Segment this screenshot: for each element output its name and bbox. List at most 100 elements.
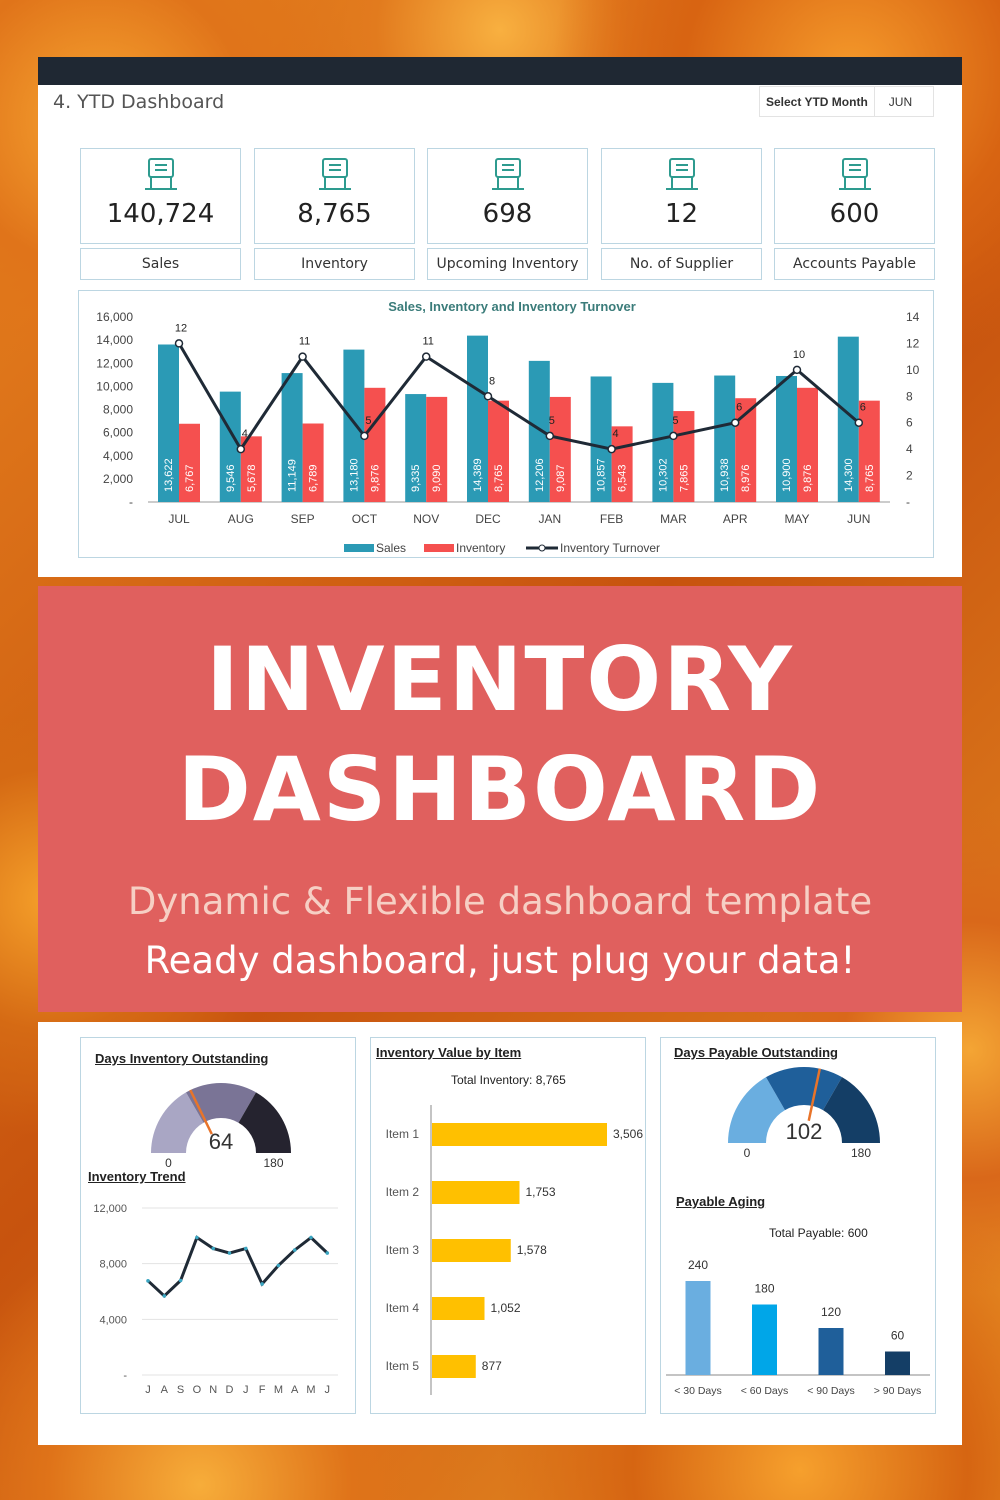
y-tick-label: 2,000: [103, 472, 133, 486]
kpi-value: 12: [664, 199, 699, 229]
x-tick-label: DEC: [475, 512, 501, 526]
inventory-trend-title: Inventory Trend: [88, 1169, 186, 1184]
legend-sales-swatch: [344, 544, 374, 552]
category-label: Item 3: [386, 1243, 420, 1257]
bar-data-label: 13,180: [348, 458, 360, 492]
bar-data-label: 9,546: [225, 464, 237, 492]
x-tick-label: < 90 Days: [807, 1385, 855, 1397]
kpi-value: 140,724: [106, 199, 215, 229]
aging-bar: [818, 1328, 844, 1375]
x-tick-label: A: [291, 1384, 299, 1396]
y-tick-label: 8,000: [99, 1259, 127, 1271]
x-tick-label: J: [145, 1384, 151, 1396]
turnover-data-label: 4: [242, 428, 248, 440]
x-tick-label: AUG: [228, 512, 254, 526]
dpo-gauge-max-label: 180: [851, 1146, 871, 1160]
bar-data-label: 1,578: [517, 1243, 547, 1257]
dpo-gauge-needle: [807, 1068, 822, 1121]
item-value-panel: [370, 1037, 646, 1414]
kpi-card-2: 698: [427, 148, 588, 244]
turnover-point: [174, 339, 184, 348]
turnover-point: [792, 365, 802, 375]
bar-data-label: 14,389: [472, 458, 484, 492]
turnover-line: [177, 342, 860, 452]
page-title: 4. YTD Dashboard: [53, 91, 225, 113]
bar-data-label: 10,857: [596, 458, 608, 492]
aging-bar: [685, 1281, 711, 1375]
ytd-month-select[interactable]: Select YTD Month JUN: [759, 86, 934, 117]
bar-data-label: 9,087: [555, 464, 567, 492]
bar-data-label: 13,622: [163, 458, 175, 492]
dpo-gauge-min-label: 0: [744, 1146, 751, 1160]
payable-aging-title: Payable Aging: [676, 1194, 766, 1209]
banner-tagline: Ready dashboard, just plug your data!: [144, 939, 856, 982]
turnover-point: [545, 431, 555, 441]
x-tick-label: N: [209, 1384, 217, 1396]
legend-turnover-marker: [538, 544, 546, 552]
trend-point: [162, 1294, 167, 1298]
sales-bar: [219, 391, 241, 502]
turnover-point: [669, 431, 678, 441]
bar-data-label: 8,765: [493, 464, 505, 492]
y-tick-label: -: [129, 495, 133, 509]
warehouse-shelf-icon: [319, 158, 351, 190]
item-bar: [432, 1297, 485, 1320]
bar-data-label: 1,052: [491, 1301, 521, 1315]
x-tick-label: J: [325, 1384, 331, 1396]
sales-bar: [467, 335, 488, 502]
y-tick-label: 4,000: [103, 449, 133, 463]
y-tick-label: 8,000: [103, 403, 133, 417]
kpi-card-1: 8,765: [254, 148, 415, 244]
bar-data-label: 11,149: [287, 459, 299, 492]
x-tick-label: A: [161, 1384, 169, 1396]
legend-sales-label: Sales: [376, 541, 406, 555]
cash-hand-icon: [145, 158, 177, 190]
y-tick-label: -: [123, 1370, 127, 1382]
trend-point: [276, 1263, 281, 1268]
title-bar: [38, 57, 962, 85]
y2-tick-label: 8: [906, 389, 913, 403]
dpo-gauge-segment: [766, 1067, 842, 1111]
kpi-value: 698: [482, 199, 533, 229]
kpi-value: 8,765: [297, 199, 372, 229]
ytd-month-label: Select YTD Month: [766, 94, 868, 109]
x-tick-label: SEP: [291, 512, 315, 526]
bar-data-label: 5,678: [246, 464, 258, 492]
sales-bar: [405, 394, 427, 502]
turnover-data-label: 5: [672, 415, 678, 427]
x-tick-label: APR: [723, 512, 748, 526]
x-tick-label: O: [193, 1384, 202, 1396]
dpo-gauge-segment: [728, 1077, 785, 1143]
y-tick-label: 14,000: [96, 333, 133, 347]
x-tick-label: OCT: [352, 512, 378, 526]
item-bar: [432, 1239, 511, 1262]
sales-bar: [776, 375, 797, 502]
trend-point: [195, 1235, 199, 1240]
inventory-bar: [488, 400, 509, 502]
total-payable-label: Total Payable: 600: [769, 1226, 868, 1240]
sales-bar: [158, 344, 179, 502]
kpi-label: No. of Supplier: [601, 248, 762, 280]
trend-point: [178, 1278, 183, 1283]
turnover-point: [483, 392, 493, 401]
bar-data-label: 14,300: [843, 458, 855, 492]
kpi-label: Upcoming Inventory: [427, 248, 588, 280]
bar-data-label: 10,938: [719, 458, 731, 492]
item-bar: [432, 1123, 607, 1146]
x-tick-label: D: [226, 1384, 234, 1396]
sales-bar: [528, 360, 550, 502]
sales-bar: [652, 382, 674, 502]
category-label: Item 1: [386, 1127, 420, 1141]
bar-data-label: 6,767: [184, 464, 196, 492]
ytd-month-value[interactable]: JUN: [873, 87, 926, 116]
kpi-label: Accounts Payable: [774, 248, 935, 280]
aging-bar: [885, 1351, 910, 1375]
kpi-card-3: 12: [601, 148, 762, 244]
inventory-bar: [302, 423, 324, 502]
banner: INVENTORY DASHBOARD Dynamic & Flexible d…: [38, 586, 962, 1012]
bar-data-label: 877: [482, 1359, 502, 1373]
bar-data-label: 240: [688, 1258, 708, 1272]
y2-tick-label: 2: [906, 469, 913, 483]
turnover-data-label: 11: [299, 336, 310, 348]
item-value-title: Inventory Value by Item: [376, 1045, 522, 1060]
